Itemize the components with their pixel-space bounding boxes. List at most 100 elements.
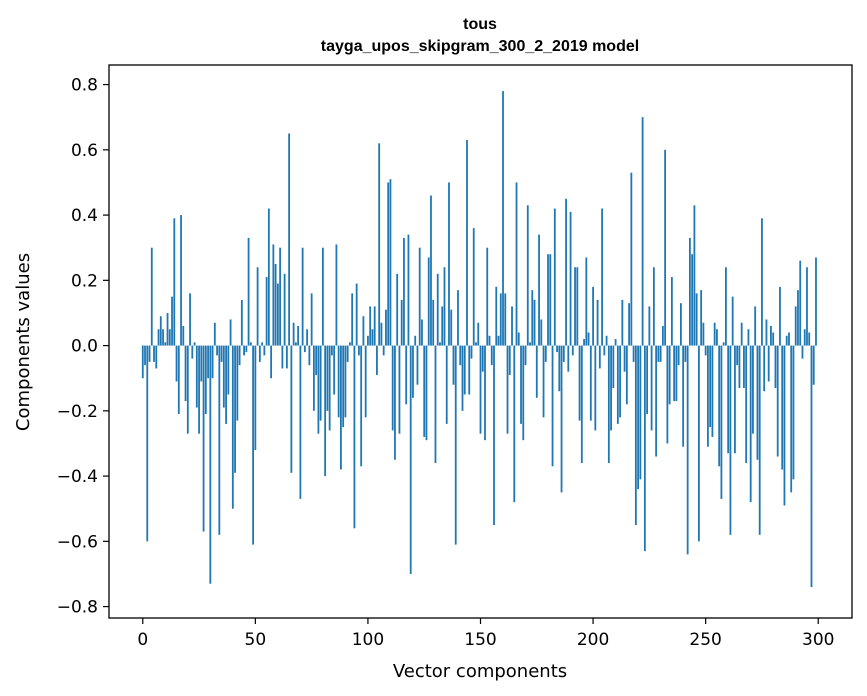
bar [213,322,216,346]
bar [355,283,358,346]
bar [711,345,714,437]
bar [412,345,414,398]
bar [436,273,439,346]
bar [171,296,173,346]
bar [335,244,338,346]
bar [625,345,628,405]
bar [349,342,351,346]
bar [180,215,182,346]
bar [227,345,230,395]
bar [747,329,750,346]
bar [409,345,412,574]
bar [707,345,709,447]
bar [718,345,721,467]
bar [792,345,795,480]
bar [292,322,295,346]
bar [621,299,624,346]
bar [144,345,146,366]
bar [531,290,534,346]
bar [249,342,252,346]
bar [790,345,793,493]
bar [472,228,475,346]
bar [713,322,716,346]
bar [592,286,594,346]
bar [157,329,160,346]
bar [558,345,561,392]
bar [761,218,763,346]
bar [385,309,387,346]
bar [574,267,576,346]
bar [461,345,464,411]
bar [477,322,480,346]
bar [576,267,579,346]
bar [301,247,304,346]
bar [616,345,619,424]
bar [308,345,311,366]
bar [650,345,653,431]
bar [562,345,565,362]
bar [423,345,426,437]
bar [146,345,149,542]
bar [749,345,752,503]
y-tick-label: 0.8 [71,76,98,96]
bar [488,335,491,346]
bar [756,345,759,460]
bar [439,342,441,346]
bar [403,237,405,346]
x-axis: 0 50 100 150 200 250 300 [137,618,834,650]
bar [340,345,342,470]
bar [234,345,236,473]
bar [493,345,495,526]
bar [799,260,802,346]
bar [198,345,200,434]
bar [785,335,788,346]
bar [740,322,743,346]
bar [288,133,291,346]
bar [162,329,164,346]
bar [743,345,745,388]
bar [551,345,554,467]
bar [772,332,775,346]
bar [695,293,698,346]
bar [734,345,736,454]
bar [612,345,615,388]
bar [700,290,703,346]
bar [702,322,705,346]
bar [186,345,189,434]
bar [267,208,270,346]
bar [619,345,621,418]
bar [394,345,396,460]
bar [254,345,257,450]
bar [177,345,180,415]
bar [168,329,171,346]
bar [470,345,473,359]
bar [407,234,410,346]
bar [216,345,218,356]
bar [272,244,275,346]
y-tick-label: −0.4 [57,467,98,487]
bar [479,345,482,434]
bar [632,345,635,362]
bar [788,332,790,346]
bar [193,342,196,346]
bar [729,345,732,535]
bar [783,345,786,506]
bar [245,345,248,353]
bar [452,345,455,385]
bar [331,345,333,356]
bar [353,345,356,529]
bar [303,345,306,353]
bar [141,345,144,379]
bar [727,345,730,454]
bar [369,306,372,346]
bar [222,345,225,408]
bar [571,345,574,356]
bar [236,345,239,421]
bar [808,332,811,346]
bar [333,345,336,395]
bar [556,345,558,353]
bar [623,345,626,372]
bar [781,345,784,470]
bar [585,257,588,346]
